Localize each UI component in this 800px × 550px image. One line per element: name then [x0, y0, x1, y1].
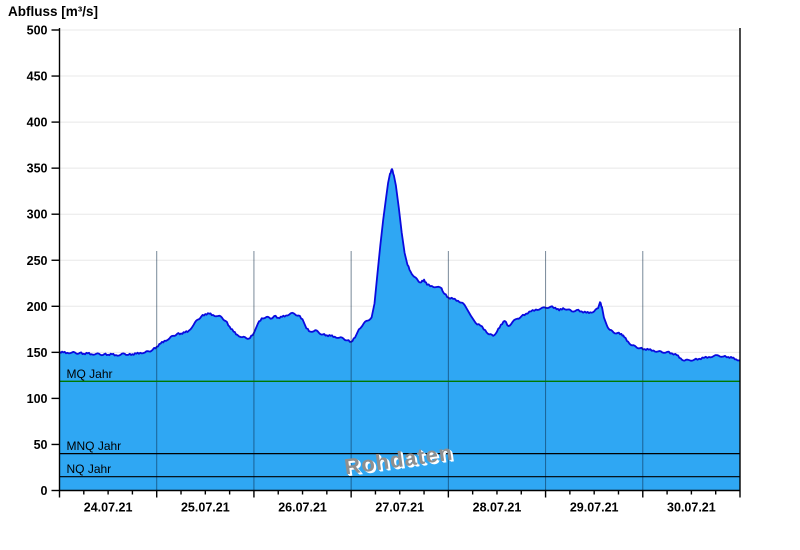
- y-tick-label: 250: [27, 254, 48, 268]
- y-axis-title: Abfluss [m³/s]: [8, 4, 99, 19]
- y-tick-label: 150: [27, 346, 48, 360]
- x-tick-label: 24.07.21: [84, 501, 133, 515]
- ref-label-mnq: MNQ Jahr: [67, 439, 122, 453]
- y-tick-label: 100: [27, 392, 48, 406]
- day-gridlines: [156, 251, 644, 491]
- y-tick-label: 300: [27, 208, 48, 222]
- ref-label-mq: MQ Jahr: [67, 367, 113, 381]
- x-tick-label: 29.07.21: [570, 501, 619, 515]
- discharge-curve: [58, 168, 741, 362]
- y-tick-label: 0: [41, 484, 48, 498]
- x-tick-label: 27.07.21: [375, 501, 424, 515]
- area-series: [58, 168, 741, 491]
- axes-and-ticks: 0 50 100 150 200 250 300 350 400 450 500 24.07.21 25…: [27, 24, 741, 515]
- y-tick-label: 500: [27, 24, 48, 38]
- y-tick-label: 200: [27, 300, 48, 314]
- discharge-area-fill: [59, 169, 740, 491]
- x-tick-label: 30.07.21: [667, 501, 716, 515]
- y-tick-label: 350: [27, 162, 48, 176]
- x-tick-label: 28.07.21: [473, 501, 522, 515]
- y-tick-label: 450: [27, 70, 48, 84]
- ref-label-nq: NQ Jahr: [67, 462, 112, 476]
- reference-lines: MQ Jahr MNQ Jahr NQ Jahr: [59, 367, 740, 478]
- y-tick-label: 50: [34, 438, 48, 452]
- x-tick-label: 25.07.21: [181, 501, 230, 515]
- y-tick-label: 400: [27, 116, 48, 130]
- x-tick-label: 26.07.21: [278, 501, 327, 515]
